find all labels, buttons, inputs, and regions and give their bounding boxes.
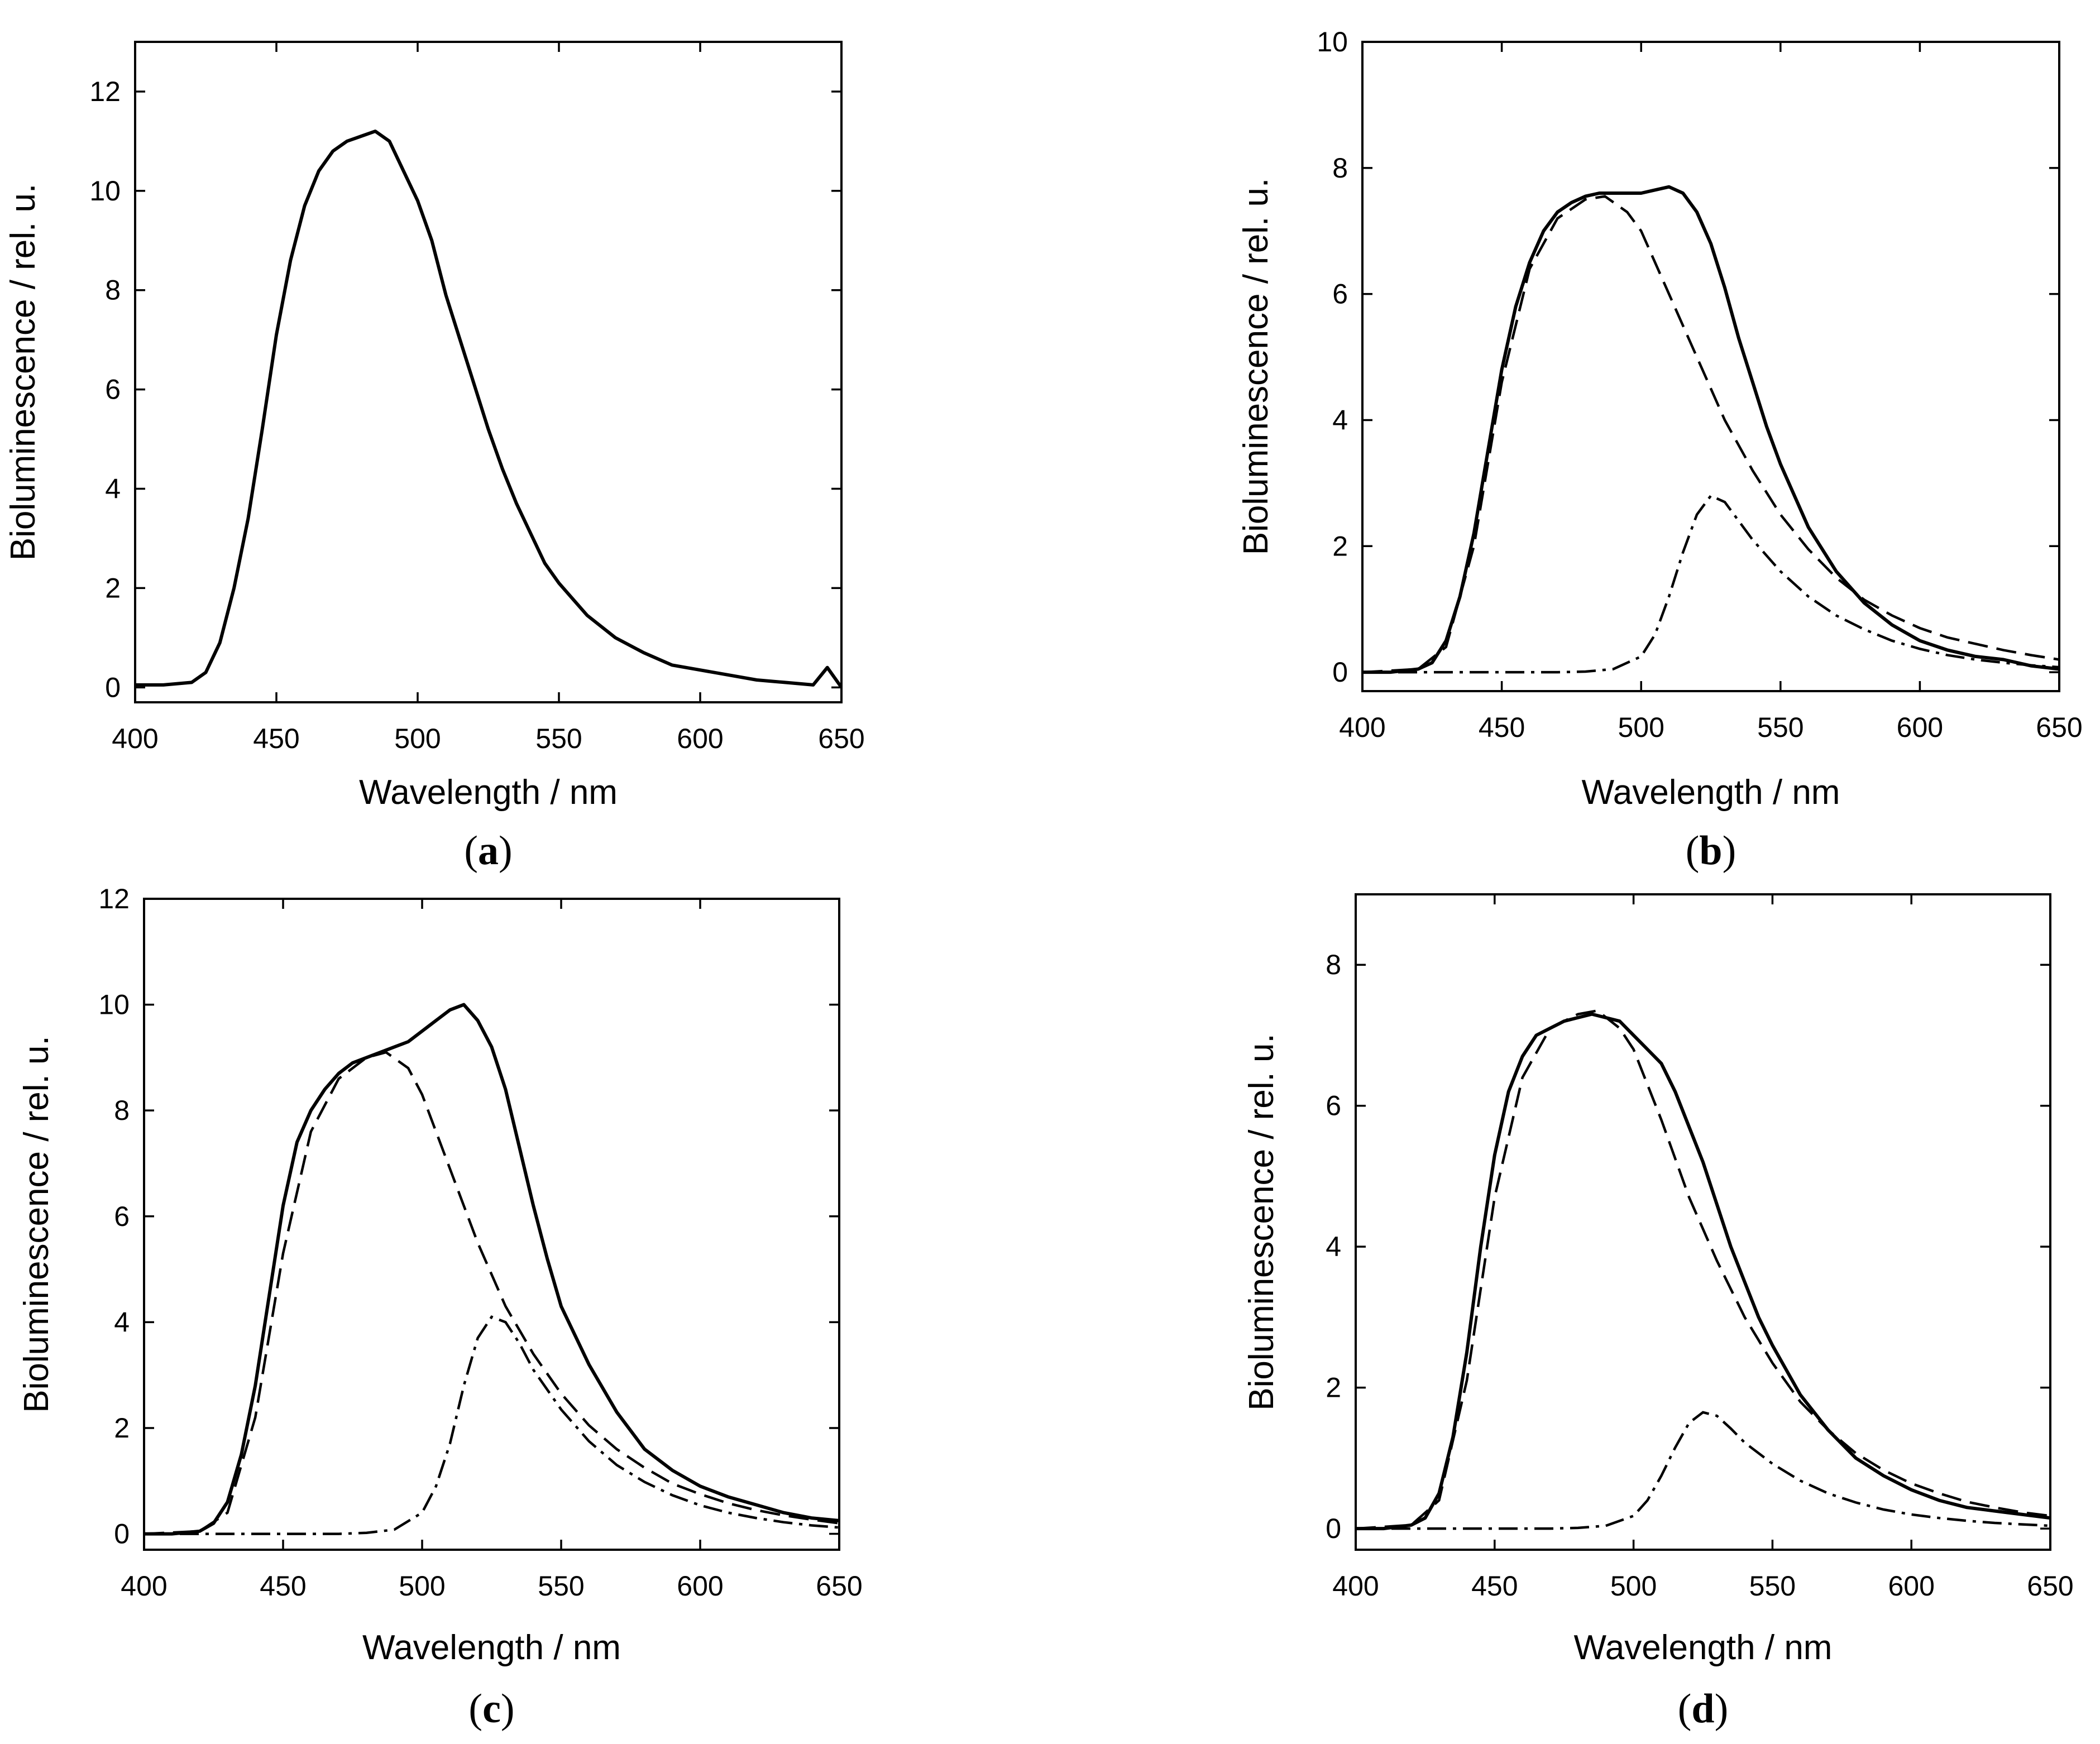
fit-component-2-line xyxy=(144,1315,839,1535)
plot-frame xyxy=(143,898,840,1551)
panel-caption-letter: b xyxy=(1699,828,1722,874)
measured-spectrum-line xyxy=(144,1003,839,1536)
x-tick-label: 550 xyxy=(1749,1570,1796,1602)
x-tick-label: 500 xyxy=(1610,1570,1657,1602)
y-tick-label: 0 xyxy=(1332,657,1348,688)
chart-panel-b: 400 450 500 550 600 650 0 2 4 6 8 10 Wavelength / nm… xyxy=(1237,26,2083,874)
fit-component-1-line xyxy=(1362,195,2059,674)
x-tick-label: 600 xyxy=(1897,712,1943,743)
x-tick-label: 550 xyxy=(535,723,582,754)
x-axis-title: Wavelength / nm xyxy=(362,1628,621,1667)
y-tick-label: 12 xyxy=(98,883,130,914)
y-tick-label: 8 xyxy=(1326,949,1341,980)
x-tick-label: 600 xyxy=(677,1570,723,1602)
x-tick-label: 550 xyxy=(538,1570,584,1602)
x-tick-label: 450 xyxy=(253,723,299,754)
panel-caption-close: ) xyxy=(1723,828,1737,874)
chart-panel-a: 400 450 500 550 600 650 0 2 4 6 8 10 12 Wavelength / … xyxy=(4,41,865,874)
fit-component-1-line xyxy=(144,1051,839,1535)
y-tick-label: 4 xyxy=(114,1306,130,1338)
x-axis-title: Wavelength / nm xyxy=(1574,1628,1833,1667)
chart-panel-c: 400 450 500 550 600 650 0 2 4 6 8 10 12 Wavelength / … xyxy=(17,883,863,1732)
y-tick-label: 6 xyxy=(114,1201,130,1232)
y-tick-label: 0 xyxy=(105,672,121,703)
y-tick-label: 12 xyxy=(89,76,121,107)
x-axis-title: Wavelength / nm xyxy=(359,773,618,812)
y-tick-label: 6 xyxy=(1326,1090,1341,1122)
plot-frame xyxy=(134,41,843,703)
x-tick-label: 600 xyxy=(677,723,723,754)
y-tick-label: 2 xyxy=(1332,530,1348,562)
y-tick-label: 8 xyxy=(105,275,121,306)
x-tick-label: 400 xyxy=(1332,1570,1379,1602)
measured-spectrum-line xyxy=(1362,185,2059,674)
panel-caption-close: ) xyxy=(499,828,513,874)
panel-caption-letter: d xyxy=(1691,1686,1714,1732)
measured-spectrum-line xyxy=(1356,1012,2050,1531)
x-tick-label: 450 xyxy=(1471,1570,1518,1602)
y-tick-label: 10 xyxy=(98,989,130,1020)
x-tick-label: 650 xyxy=(2036,712,2082,743)
y-tick-label: 8 xyxy=(114,1095,130,1126)
plot-frame xyxy=(1361,41,2060,692)
fit-component-1-line xyxy=(1356,1009,2050,1530)
plot-frame xyxy=(1355,893,2051,1551)
measured-spectrum-line xyxy=(135,130,841,689)
y-tick-label: 2 xyxy=(105,572,121,603)
y-tick-label: 6 xyxy=(105,374,121,405)
panel-caption-close: ) xyxy=(1715,1686,1729,1732)
x-tick-label: 450 xyxy=(1479,712,1525,743)
y-tick-label: 6 xyxy=(1332,279,1348,310)
y-tick-label: 8 xyxy=(1332,152,1348,184)
y-tick-label: 0 xyxy=(114,1518,130,1550)
x-tick-label: 400 xyxy=(121,1570,167,1602)
x-tick-label: 500 xyxy=(1618,712,1664,743)
x-tick-label: 650 xyxy=(818,723,864,754)
panel-caption: (a) xyxy=(464,828,512,874)
y-tick-label: 10 xyxy=(1317,26,1348,58)
x-tick-label: 500 xyxy=(399,1570,445,1602)
panel-caption-close: ) xyxy=(501,1686,515,1732)
panel-caption-open: ( xyxy=(1686,828,1700,874)
fit-component-2-line xyxy=(1362,494,2059,674)
x-tick-label: 550 xyxy=(1757,712,1804,743)
panel-caption: (c) xyxy=(468,1686,514,1732)
panel-caption-letter: c xyxy=(482,1686,501,1732)
y-axis-title: Bioluminescence / rel. u. xyxy=(1242,1033,1281,1410)
y-tick-label: 2 xyxy=(114,1412,130,1444)
panel-caption-open: ( xyxy=(1678,1686,1692,1732)
y-tick-label: 0 xyxy=(1326,1513,1341,1544)
y-tick-label: 2 xyxy=(1326,1372,1341,1403)
x-tick-label: 450 xyxy=(260,1570,306,1602)
panel-caption: (b) xyxy=(1686,828,1736,874)
x-tick-label: 400 xyxy=(1339,712,1385,743)
y-axis-title: Bioluminescence / rel. u. xyxy=(4,184,42,560)
panel-caption: (d) xyxy=(1678,1686,1728,1732)
x-axis-title: Wavelength / nm xyxy=(1582,773,1840,812)
x-tick-label: 650 xyxy=(2027,1570,2073,1602)
chart-panel-d: 400 450 500 550 600 650 0 2 4 6 8 Wavelength / nm Bi… xyxy=(1242,893,2074,1732)
panel-caption-open: ( xyxy=(468,1686,482,1732)
x-tick-label: 650 xyxy=(816,1570,862,1602)
y-axis-title: Bioluminescence / rel. u. xyxy=(17,1036,56,1412)
y-tick-label: 4 xyxy=(1332,404,1348,435)
x-tick-label: 500 xyxy=(394,723,441,754)
y-tick-label: 10 xyxy=(89,175,121,207)
panel-caption-open: ( xyxy=(464,828,478,874)
y-tick-label: 4 xyxy=(1326,1231,1341,1262)
panel-caption-letter: a xyxy=(478,828,499,874)
x-tick-label: 600 xyxy=(1888,1570,1934,1602)
y-axis-title: Bioluminescence / rel. u. xyxy=(1237,178,1275,555)
y-tick-label: 4 xyxy=(105,473,121,505)
x-tick-label: 400 xyxy=(112,723,158,754)
